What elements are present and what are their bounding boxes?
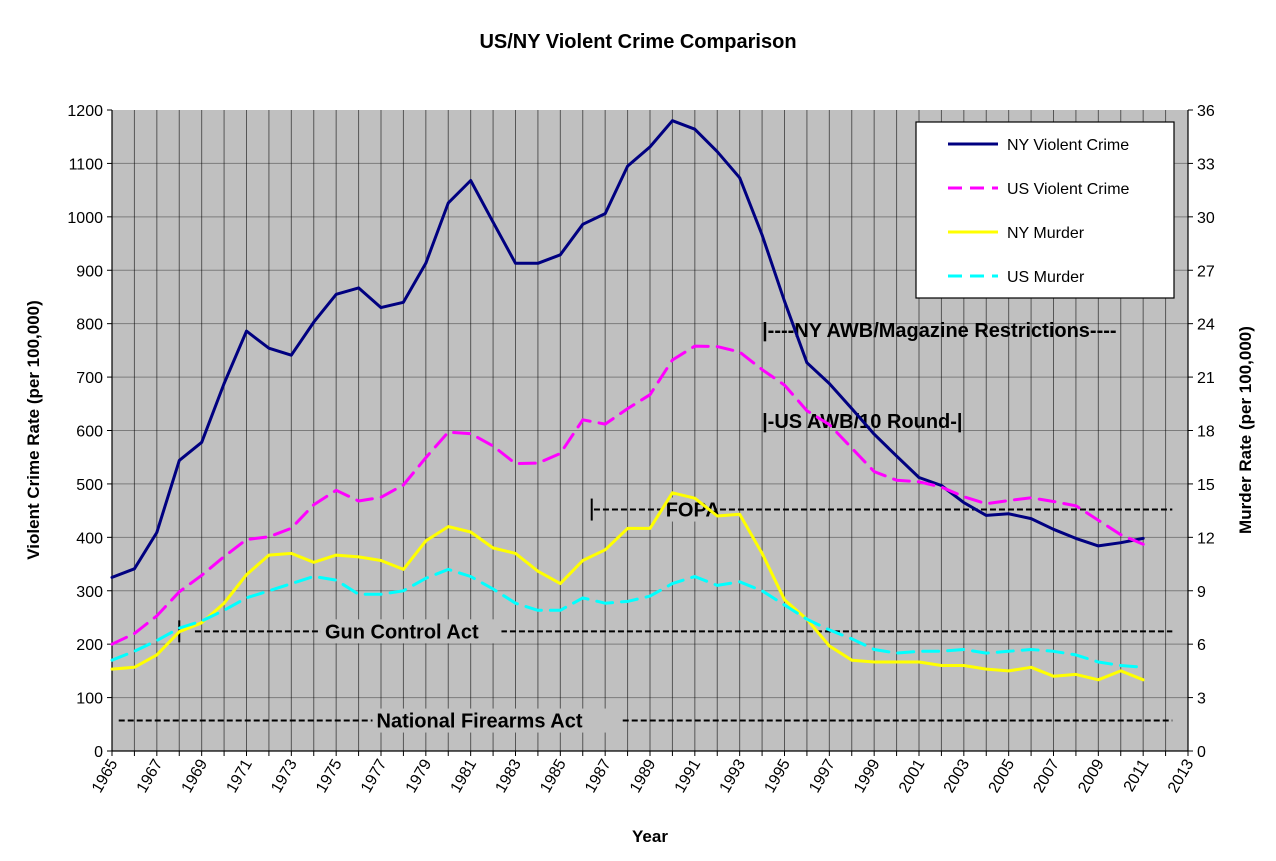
x-tick-label: 2013 bbox=[1165, 756, 1198, 795]
x-tick-label: 1991 bbox=[672, 756, 705, 795]
annotation-label: Gun Control Act bbox=[325, 621, 479, 643]
x-tick-label: 1985 bbox=[537, 756, 570, 795]
annotation-backing bbox=[372, 708, 623, 733]
y-tick-label: 300 bbox=[76, 584, 103, 601]
legend: NY Violent Crime US Violent Crime NY Murde… bbox=[915, 121, 1175, 299]
y-tick-label: 800 bbox=[76, 317, 103, 334]
x-tick-label: 2003 bbox=[941, 756, 974, 795]
x-axis-label: Year bbox=[632, 827, 668, 846]
grid bbox=[112, 110, 1188, 751]
series-line-ny-violent-crime bbox=[110, 119, 1145, 579]
series-lines bbox=[110, 119, 1145, 682]
x-tick-label: 1977 bbox=[358, 756, 391, 795]
x-tick-label: 1965 bbox=[89, 756, 122, 795]
y-tick-label: 1100 bbox=[69, 156, 104, 173]
y-tick-label: 0 bbox=[94, 744, 103, 761]
y2-tick-label: 12 bbox=[1197, 530, 1215, 547]
y2-tick-label: 30 bbox=[1197, 210, 1215, 227]
y2-tick-label: 24 bbox=[1197, 317, 1215, 334]
legend-entry: US Murder bbox=[1007, 269, 1085, 286]
x-tick-label: 1969 bbox=[179, 756, 212, 795]
y-tick-label: 1000 bbox=[67, 210, 103, 227]
y-tick-label: 1200 bbox=[67, 103, 103, 120]
y-tick-label: 200 bbox=[76, 637, 103, 654]
y-axis-label: Violent Crime Rate (per 100,000) bbox=[24, 300, 43, 560]
x-tick-label: 1997 bbox=[806, 756, 839, 795]
y2-tick-label: 36 bbox=[1197, 103, 1215, 120]
x-tick-label: 1999 bbox=[851, 756, 884, 795]
x-tick-label: 2005 bbox=[986, 756, 1019, 795]
y2-tick-label: 21 bbox=[1197, 370, 1215, 387]
x-tick-label: 1975 bbox=[313, 756, 346, 795]
legend-entry: NY Violent Crime bbox=[1007, 137, 1129, 154]
legend-entry: US Violent Crime bbox=[1007, 181, 1130, 198]
x-tick-label: 1979 bbox=[403, 756, 436, 795]
chart-title: US/NY Violent Crime Comparison bbox=[479, 31, 796, 53]
annotation-label: National Firearms Act bbox=[377, 711, 583, 733]
y2-tick-label: 9 bbox=[1197, 584, 1206, 601]
series-line-us-murder bbox=[110, 567, 1145, 669]
y2-tick-label: 15 bbox=[1197, 477, 1215, 494]
y2-tick-label: 33 bbox=[1197, 156, 1215, 173]
y2-tick-label: 6 bbox=[1197, 637, 1206, 654]
x-tick-label: 1995 bbox=[761, 756, 794, 795]
annotations: |----NY AWB/Magazine Restrictions----|-U… bbox=[118, 320, 1173, 733]
x-tick-label: 2009 bbox=[1075, 756, 1108, 795]
x-tick-label: 1973 bbox=[268, 756, 301, 795]
y-tick-label: 500 bbox=[76, 477, 103, 494]
series-line-us-violent-crime bbox=[110, 344, 1145, 646]
y-tick-label: 400 bbox=[76, 530, 103, 547]
y2-axis-label: Murder Rate (per 100,000) bbox=[1236, 326, 1255, 534]
x-tick-label: 2011 bbox=[1121, 756, 1153, 794]
y2-tick-label: 27 bbox=[1197, 263, 1215, 280]
y-tick-label: 900 bbox=[76, 263, 103, 280]
x-tick-label: 1971 bbox=[223, 756, 256, 795]
x-tick-label: 2007 bbox=[1030, 756, 1063, 795]
x-tick-label: 1983 bbox=[492, 756, 525, 795]
y2-tick-label: 3 bbox=[1197, 691, 1206, 708]
x-tick-label: 1967 bbox=[134, 756, 167, 795]
y-tick-label: 600 bbox=[76, 424, 103, 441]
series-line-ny-murder bbox=[110, 491, 1145, 682]
x-tick-label: 1993 bbox=[717, 756, 750, 795]
legend-entry: NY Murder bbox=[1007, 225, 1085, 242]
x-tick-label: 2001 bbox=[896, 756, 929, 795]
x-tick-label: 1981 bbox=[448, 756, 481, 795]
x-tick-label: 1987 bbox=[582, 756, 615, 795]
annotation-label: FOPA bbox=[666, 500, 720, 522]
annotation-backing bbox=[320, 619, 502, 644]
annotation-label: |----NY AWB/Magazine Restrictions---- bbox=[762, 320, 1116, 342]
y-tick-label: 100 bbox=[76, 691, 103, 708]
y-tick-label: 700 bbox=[76, 370, 103, 387]
legend-box bbox=[915, 121, 1175, 299]
x-tick-label: 1989 bbox=[627, 756, 660, 795]
y2-tick-label: 18 bbox=[1197, 424, 1215, 441]
y2-tick-label: 0 bbox=[1197, 744, 1206, 761]
